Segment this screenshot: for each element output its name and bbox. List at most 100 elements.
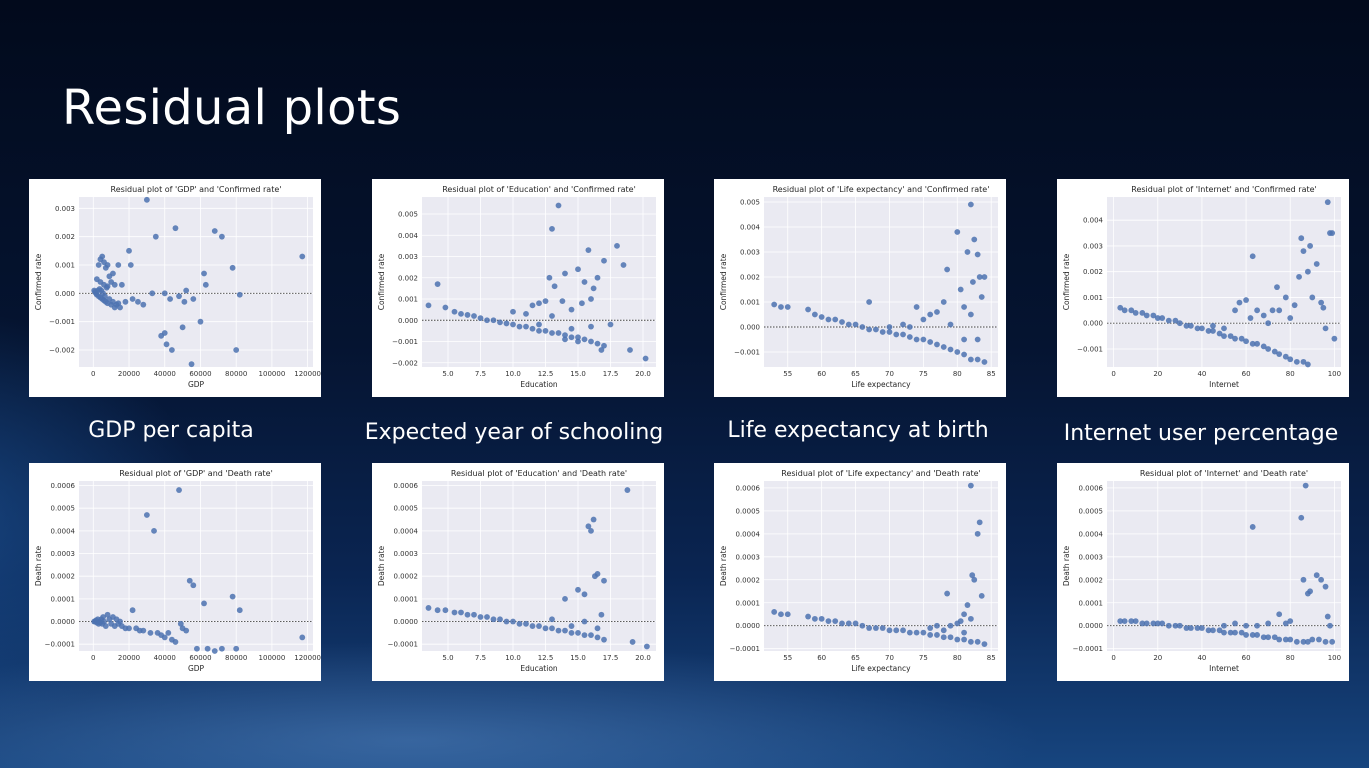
data-point bbox=[575, 586, 581, 593]
data-point bbox=[1243, 622, 1249, 629]
x-tick-label: 40 bbox=[1197, 654, 1206, 662]
data-point bbox=[104, 283, 111, 290]
data-point bbox=[562, 332, 568, 339]
data-point bbox=[102, 623, 109, 629]
data-point bbox=[1254, 622, 1261, 629]
data-point bbox=[1154, 315, 1161, 321]
data-point bbox=[974, 336, 981, 343]
data-point bbox=[219, 233, 225, 240]
data-point bbox=[1216, 330, 1223, 337]
y-tick-label: −0.001 bbox=[1077, 345, 1103, 353]
data-point bbox=[886, 627, 893, 634]
data-point bbox=[542, 625, 549, 632]
y-axis-label: Confirmed rate bbox=[719, 253, 728, 310]
data-point bbox=[832, 316, 839, 323]
data-point bbox=[458, 609, 464, 616]
data-point bbox=[1282, 620, 1289, 627]
x-tick-label: 80000 bbox=[225, 654, 247, 662]
data-point bbox=[873, 326, 879, 333]
data-point bbox=[818, 314, 825, 320]
data-point bbox=[161, 634, 168, 641]
data-point bbox=[1307, 243, 1313, 249]
data-point bbox=[601, 636, 607, 643]
data-point bbox=[920, 629, 927, 636]
x-axis-label: Internet bbox=[1209, 380, 1239, 389]
data-point bbox=[1165, 622, 1172, 629]
y-tick-label: −0.001 bbox=[734, 349, 760, 357]
chart-life-expectancy-death-rate: 55 60 65 70 75 80 85 −0.0001 0.0000 0.0001 0.0002 0… bbox=[714, 463, 1006, 681]
data-point bbox=[778, 611, 784, 618]
data-point bbox=[1210, 328, 1216, 334]
y-tick-label: 0.002 bbox=[1083, 268, 1103, 276]
data-point bbox=[805, 613, 811, 620]
chart-title: Residual plot of 'Life expectancy' and '… bbox=[781, 469, 981, 478]
data-point bbox=[193, 645, 200, 652]
data-point bbox=[1249, 340, 1256, 347]
y-tick-label: 0.0004 bbox=[1079, 530, 1104, 538]
data-point bbox=[598, 611, 605, 618]
y-tick-label: 0.0002 bbox=[51, 573, 76, 581]
data-point bbox=[1249, 524, 1256, 530]
data-point bbox=[900, 331, 906, 338]
data-point bbox=[1269, 307, 1276, 314]
data-point bbox=[1232, 620, 1238, 627]
data-point bbox=[964, 249, 971, 255]
data-point bbox=[590, 516, 597, 523]
x-tick-label: 20000 bbox=[118, 370, 140, 378]
data-point bbox=[152, 233, 159, 240]
x-tick-label: 0 bbox=[1111, 654, 1115, 662]
chart-title: Residual plot of 'Life expectancy' and '… bbox=[773, 185, 990, 194]
data-point bbox=[981, 274, 988, 280]
data-point bbox=[190, 582, 197, 589]
x-tick-label: 15.0 bbox=[570, 370, 586, 378]
data-point bbox=[546, 274, 553, 281]
data-point bbox=[961, 351, 967, 358]
data-point bbox=[555, 330, 562, 336]
data-point bbox=[562, 627, 568, 634]
data-point bbox=[1282, 294, 1289, 301]
y-tick-label: 0.002 bbox=[398, 274, 418, 282]
y-tick-label: 0.0006 bbox=[1079, 484, 1104, 492]
y-tick-label: 0.0006 bbox=[394, 482, 419, 490]
data-point bbox=[1304, 638, 1311, 645]
data-point bbox=[147, 629, 154, 636]
data-point bbox=[1298, 514, 1305, 521]
data-point bbox=[1132, 618, 1139, 625]
data-point bbox=[900, 627, 906, 634]
data-point bbox=[129, 296, 136, 302]
data-point bbox=[1287, 618, 1294, 625]
data-point bbox=[900, 321, 906, 328]
data-point bbox=[201, 270, 207, 277]
data-point bbox=[95, 262, 102, 268]
data-point bbox=[168, 347, 175, 353]
x-tick-label: 12.5 bbox=[538, 370, 554, 378]
data-point bbox=[1227, 629, 1234, 636]
y-tick-label: 0.004 bbox=[398, 232, 419, 240]
data-point bbox=[183, 287, 190, 294]
x-tick-label: 80 bbox=[953, 370, 962, 378]
data-point bbox=[177, 620, 184, 627]
data-point bbox=[913, 629, 920, 636]
data-point bbox=[536, 327, 542, 334]
scatter-plot: 5.0 7.5 10.0 12.5 15.0 17.5 20.0 −0.0001 0.0000 0… bbox=[377, 469, 656, 673]
data-point bbox=[161, 330, 168, 336]
data-point bbox=[594, 634, 601, 641]
data-point bbox=[1176, 622, 1183, 629]
data-point bbox=[642, 355, 649, 362]
chart-title: Residual plot of 'Internet' and 'Death r… bbox=[1140, 469, 1308, 478]
data-point bbox=[601, 257, 607, 264]
data-point bbox=[551, 283, 558, 290]
data-point bbox=[523, 620, 529, 627]
data-point bbox=[893, 627, 900, 634]
data-point bbox=[451, 308, 458, 315]
slide-title: Residual plots bbox=[62, 80, 402, 136]
data-point bbox=[575, 266, 581, 273]
data-point bbox=[839, 319, 845, 325]
data-point bbox=[981, 359, 988, 365]
data-point bbox=[1300, 248, 1307, 254]
data-point bbox=[852, 620, 859, 627]
data-point bbox=[172, 639, 179, 645]
x-axis-label: Life expectancy bbox=[851, 664, 911, 673]
chart-internet-death-rate: 0 20 40 60 80 100 −0.0001 0.0000 0.0001 0.0002 0.0… bbox=[1057, 463, 1349, 681]
data-point bbox=[1282, 636, 1289, 643]
